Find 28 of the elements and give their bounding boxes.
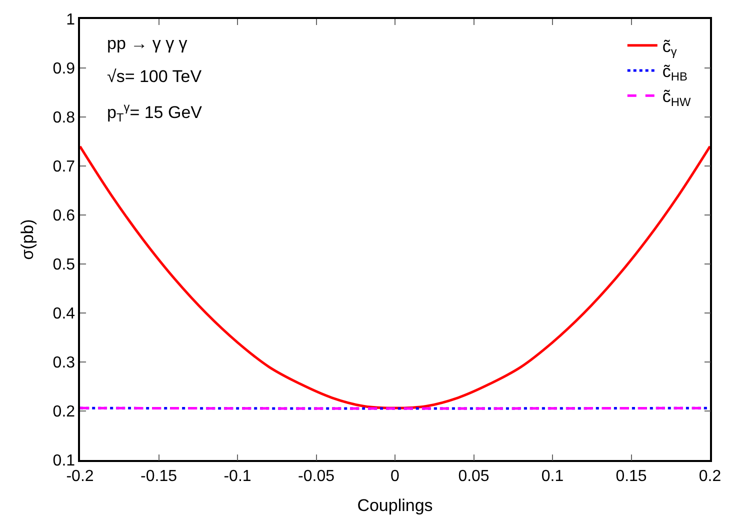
y-tick-label: 0.1	[52, 452, 76, 470]
annotation: p$_{T}$$^{γ}$= 15 GeV	[107, 100, 203, 125]
x-axis-title: Couplings	[357, 496, 433, 515]
x-tick-label: 0.15	[616, 468, 647, 485]
y-tick-label: 0.7	[52, 158, 76, 176]
line-series	[80, 145, 710, 410]
legend-label: c̃$_{γ}$	[662, 37, 677, 59]
x-tick-label: -0.1	[224, 468, 252, 485]
y-tick-label: 0.4	[52, 306, 76, 323]
x-tick-label: 0.2	[698, 468, 722, 485]
y-tick-label: 0.2	[52, 404, 76, 421]
x-tick-label: -0.2	[66, 468, 94, 485]
y-tick-label: 0.3	[52, 354, 76, 372]
y-tick-label: 0.9	[52, 60, 76, 78]
x-tick-label: 0.05	[458, 468, 490, 485]
x-tick-label: 0	[390, 468, 400, 485]
legend-label: c̃$_{HB}$	[662, 62, 688, 84]
x-tick-label: -0.15	[140, 468, 178, 485]
y-tick-label: 1	[66, 12, 76, 29]
annotation: pp → γ γ γ	[107, 34, 188, 53]
y-axis-title: σ(pb)	[18, 219, 37, 260]
y-tick-label: 0.8	[52, 110, 76, 127]
x-tick-label: -0.05	[298, 468, 335, 485]
annotation: √s= 100 TeV	[107, 67, 202, 86]
legend-label: c̃$_{HW}$	[662, 87, 692, 109]
y-tick-label: 0.6	[52, 208, 76, 225]
x-tick-label: 0.1	[541, 468, 564, 485]
y-tick-label: 0.5	[52, 256, 76, 274]
